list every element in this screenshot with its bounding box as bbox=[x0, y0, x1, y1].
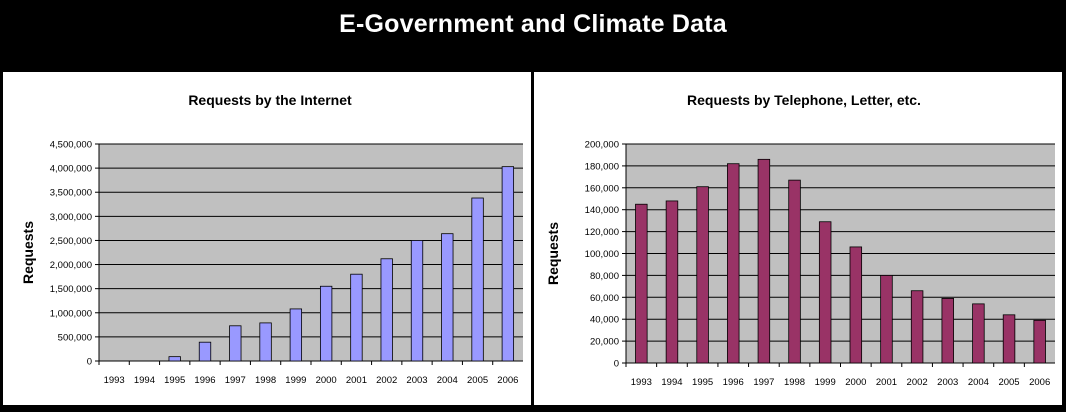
y-tick-label: 120,000 bbox=[585, 227, 619, 238]
chart-title: Requests by Telephone, Letter, etc. bbox=[687, 92, 921, 108]
x-tick-label: 2000 bbox=[845, 377, 866, 388]
y-tick-label: 160,000 bbox=[585, 183, 619, 194]
x-tick-label: 1993 bbox=[104, 375, 125, 386]
x-tick-label: 2001 bbox=[346, 375, 367, 386]
x-tick-label: 2005 bbox=[467, 375, 488, 386]
y-tick-label: 3,000,000 bbox=[50, 212, 92, 223]
x-tick-label: 2001 bbox=[876, 377, 897, 388]
bar-1999 bbox=[818, 221, 832, 364]
bar-1996 bbox=[727, 163, 740, 364]
bar-1999 bbox=[289, 308, 303, 362]
x-tick-label: 2006 bbox=[497, 375, 518, 386]
bar-1995 bbox=[168, 356, 181, 362]
bar-1995 bbox=[696, 186, 709, 364]
internet-requests-chart: Requests by the Internet 0 500,000 1,000,00… bbox=[20, 92, 523, 386]
plot-area bbox=[99, 144, 523, 361]
x-tick-label: 1998 bbox=[784, 377, 805, 388]
bar-1994 bbox=[665, 200, 679, 364]
y-tick-label: 20,000 bbox=[590, 337, 619, 348]
x-tick-label: 2005 bbox=[998, 377, 1019, 388]
bar-2002 bbox=[910, 290, 924, 364]
bar-2002 bbox=[380, 258, 393, 362]
y-tick-label: 4,000,000 bbox=[50, 164, 92, 175]
bar-1997 bbox=[229, 325, 242, 362]
x-tick-label: 1999 bbox=[285, 375, 306, 386]
x-tick-label: 1996 bbox=[723, 377, 744, 388]
x-tick-label: 1995 bbox=[692, 377, 713, 388]
x-tick-label: 2002 bbox=[907, 377, 928, 388]
bar-2004 bbox=[972, 303, 985, 364]
y-tick-label: 40,000 bbox=[590, 315, 619, 326]
x-tick-label: 1995 bbox=[164, 375, 185, 386]
y-tick-label: 2,000,000 bbox=[50, 260, 92, 271]
x-tick-label: 1999 bbox=[815, 377, 836, 388]
y-tick-label: 3,500,000 bbox=[50, 188, 92, 199]
x-tick-label: 1997 bbox=[753, 377, 774, 388]
x-tick-label: 1994 bbox=[134, 375, 155, 386]
bar-2000 bbox=[319, 285, 333, 362]
y-tick-label: 60,000 bbox=[590, 293, 619, 304]
y-axis-label: Requests bbox=[545, 222, 561, 285]
x-tick-label: 2003 bbox=[406, 375, 427, 386]
y-tick-label: 4,500,000 bbox=[50, 140, 92, 151]
y-tick-label: 500,000 bbox=[58, 332, 92, 343]
bar-1998 bbox=[788, 179, 801, 364]
bar-2005 bbox=[1002, 314, 1016, 364]
x-tick-label: 1997 bbox=[225, 375, 246, 386]
bar-2003 bbox=[941, 297, 954, 364]
y-tick-label: 200,000 bbox=[585, 140, 619, 151]
bar-1996 bbox=[198, 341, 212, 362]
y-tick-label: 80,000 bbox=[590, 271, 619, 282]
x-tick-label: 2000 bbox=[316, 375, 337, 386]
bar-2000 bbox=[849, 246, 863, 364]
bar-2003 bbox=[410, 240, 424, 362]
y-tick-label: 140,000 bbox=[585, 205, 619, 216]
bar-2001 bbox=[350, 273, 363, 362]
bar-2004 bbox=[441, 233, 454, 362]
bar-2005 bbox=[471, 197, 484, 362]
x-tick-label: 2004 bbox=[437, 375, 458, 386]
x-tick-label: 2002 bbox=[376, 375, 397, 386]
x-tick-label: 1998 bbox=[255, 375, 276, 386]
x-tick-label: 2004 bbox=[968, 377, 989, 388]
bar-2001 bbox=[880, 274, 893, 364]
y-tick-label: 180,000 bbox=[585, 161, 619, 172]
x-tick-label: 2006 bbox=[1029, 377, 1050, 388]
page-title: E-Government and Climate Data bbox=[339, 10, 727, 38]
bar-2006 bbox=[1033, 319, 1046, 364]
internet-requests-panel: Requests by the Internet 0 500,000 1,000,00… bbox=[3, 72, 531, 405]
bar-2006 bbox=[501, 166, 515, 362]
x-tick-label: 1994 bbox=[661, 377, 682, 388]
x-tick-label: 1993 bbox=[631, 377, 652, 388]
bar-1993 bbox=[635, 203, 648, 364]
bar-1998 bbox=[259, 322, 272, 362]
telephone-requests-panel: Requests by Telephone, Letter, etc. 0 20,0… bbox=[534, 72, 1062, 405]
bar-1997 bbox=[757, 158, 771, 364]
y-tick-label: 1,000,000 bbox=[50, 308, 92, 319]
y-tick-label: 1,500,000 bbox=[50, 284, 92, 295]
y-tick-label: 100,000 bbox=[585, 249, 619, 260]
chart-title: Requests by the Internet bbox=[188, 92, 352, 108]
x-tick-label: 2003 bbox=[937, 377, 958, 388]
y-tick-label: 0 bbox=[87, 357, 92, 368]
telephone-requests-chart: Requests by Telephone, Letter, etc. 0 20,0… bbox=[545, 92, 1055, 388]
y-axis-label: Requests bbox=[20, 221, 36, 284]
y-tick-label: 0 bbox=[614, 359, 619, 370]
y-tick-label: 2,500,000 bbox=[50, 236, 92, 247]
x-tick-label: 1996 bbox=[194, 375, 215, 386]
